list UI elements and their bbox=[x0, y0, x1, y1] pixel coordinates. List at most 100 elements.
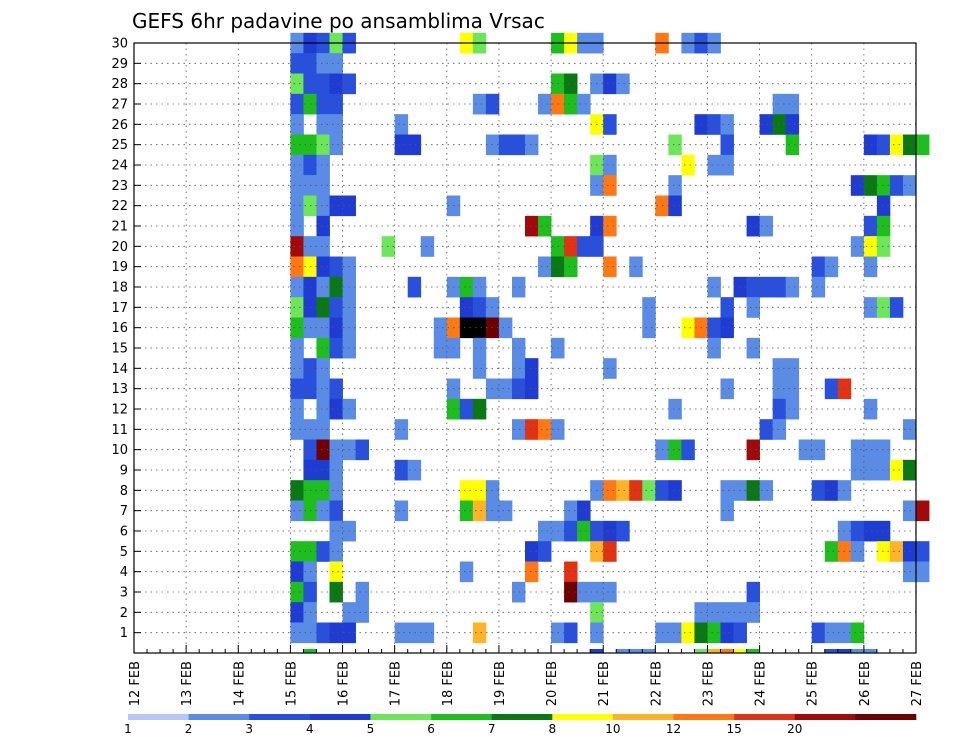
heatmap-cell bbox=[290, 175, 304, 196]
heatmap-cell bbox=[577, 500, 591, 522]
heatmap-cell bbox=[863, 439, 878, 461]
heatmap-cell bbox=[824, 480, 839, 501]
heatmap-cell bbox=[472, 398, 487, 420]
y-tick-label: 26 bbox=[111, 118, 128, 133]
heatmap-cell bbox=[511, 134, 526, 156]
heatmap-cell bbox=[837, 649, 852, 654]
heatmap-cell bbox=[433, 337, 448, 359]
x-tick-label: 16 FEB bbox=[337, 661, 352, 706]
heatmap-cell bbox=[355, 602, 369, 623]
y-axis-ticks: 1234567891011121314151617181920212223242… bbox=[111, 37, 141, 641]
x-tick-label: 15 FEB bbox=[284, 661, 299, 706]
heatmap-cell bbox=[668, 439, 682, 461]
heatmap-cell bbox=[720, 480, 734, 501]
x-tick-label: 26 FEB bbox=[858, 661, 873, 706]
heatmap-cell bbox=[642, 649, 656, 654]
heatmap-cell bbox=[824, 541, 839, 562]
heatmap-cell bbox=[889, 175, 904, 196]
heatmap-cell bbox=[824, 649, 839, 654]
heatmap-cell bbox=[472, 337, 487, 359]
x-tick-label: 17 FEB bbox=[389, 661, 404, 706]
heatmap-cell bbox=[329, 622, 343, 644]
y-tick-label: 14 bbox=[111, 362, 128, 377]
heatmap-cell bbox=[850, 541, 865, 562]
heatmap-cell bbox=[498, 317, 513, 339]
y-tick-label: 6 bbox=[120, 525, 128, 540]
heatmap-cell bbox=[433, 317, 448, 339]
y-tick-label: 1 bbox=[120, 626, 128, 641]
heatmap-cell bbox=[668, 134, 682, 156]
heatmap-cell bbox=[863, 175, 878, 196]
heatmap-cell bbox=[329, 195, 343, 217]
heatmap-cell bbox=[759, 215, 774, 237]
heatmap-cell bbox=[564, 520, 578, 542]
heatmap-cell bbox=[577, 93, 591, 115]
heatmap-cell bbox=[642, 480, 656, 501]
heatmap-cell bbox=[642, 297, 656, 318]
heatmap-cell bbox=[459, 398, 474, 420]
heatmap-cell bbox=[290, 317, 304, 339]
heatmap-cell bbox=[459, 561, 474, 583]
heatmap-cell bbox=[290, 419, 304, 440]
heatmap-cell bbox=[303, 649, 317, 654]
heatmap-cell bbox=[916, 134, 930, 156]
heatmap-cell bbox=[316, 73, 330, 95]
heatmap-cell bbox=[916, 541, 930, 562]
heatmap-cell bbox=[316, 358, 330, 379]
y-tick-label: 9 bbox=[120, 464, 128, 479]
colorbar-swatch bbox=[855, 714, 917, 720]
heatmap-cell bbox=[316, 93, 330, 115]
heatmap-cell bbox=[316, 398, 330, 420]
colorbar-label: 15 bbox=[727, 722, 742, 736]
x-tick-label: 22 FEB bbox=[649, 661, 664, 706]
heatmap-cell bbox=[407, 622, 422, 644]
heatmap-cell bbox=[290, 541, 304, 562]
heatmap-cell bbox=[329, 276, 343, 298]
heatmap-cell bbox=[459, 500, 474, 522]
heatmap-cell bbox=[603, 256, 617, 278]
heatmap-cell bbox=[707, 154, 721, 176]
y-tick-label: 4 bbox=[120, 565, 128, 580]
heatmap-cell bbox=[720, 114, 734, 135]
heatmap-cell bbox=[603, 541, 617, 562]
heatmap-cell bbox=[329, 439, 343, 461]
heatmap-cell bbox=[863, 459, 878, 481]
heatmap-cell bbox=[316, 114, 330, 135]
heatmap-cell bbox=[720, 154, 734, 176]
heatmap-cell bbox=[681, 154, 695, 176]
heatmap-cell bbox=[290, 297, 304, 318]
heatmap-cell bbox=[772, 398, 787, 420]
heatmap-cell bbox=[746, 649, 760, 654]
heatmap-cell bbox=[876, 520, 891, 542]
y-tick-label: 10 bbox=[111, 443, 128, 458]
heatmap-cell bbox=[525, 541, 539, 562]
heatmap-cell bbox=[329, 337, 343, 359]
heatmap-cell bbox=[316, 439, 330, 461]
heatmap-cell bbox=[538, 541, 552, 562]
heatmap-cell bbox=[746, 276, 760, 298]
heatmap-cell bbox=[420, 622, 435, 644]
y-tick-label: 25 bbox=[111, 138, 128, 153]
heatmap-cell bbox=[290, 236, 304, 257]
colorbar-label: 20 bbox=[787, 722, 802, 736]
heatmap-cell bbox=[811, 276, 826, 298]
y-tick-label: 17 bbox=[111, 301, 128, 316]
heatmap-cell bbox=[329, 317, 343, 339]
heatmap-cell bbox=[290, 215, 304, 237]
y-tick-label: 27 bbox=[111, 98, 128, 113]
heatmap-cell bbox=[472, 622, 487, 644]
heatmap-cell bbox=[889, 134, 904, 156]
heatmap-cell bbox=[290, 358, 304, 379]
heatmap-cell bbox=[720, 500, 734, 522]
heatmap-cell bbox=[850, 175, 865, 196]
heatmap-cell bbox=[668, 398, 682, 420]
heatmap-cell bbox=[511, 337, 526, 359]
heatmap-cell bbox=[876, 459, 891, 481]
heatmap-cell bbox=[316, 236, 330, 257]
heatmap-cell bbox=[603, 73, 617, 95]
heatmap-cell bbox=[603, 358, 617, 379]
heatmap-cell bbox=[316, 175, 330, 196]
heatmap-cell bbox=[329, 541, 343, 562]
heatmap-cell bbox=[290, 581, 304, 603]
heatmap-cell bbox=[850, 520, 865, 542]
